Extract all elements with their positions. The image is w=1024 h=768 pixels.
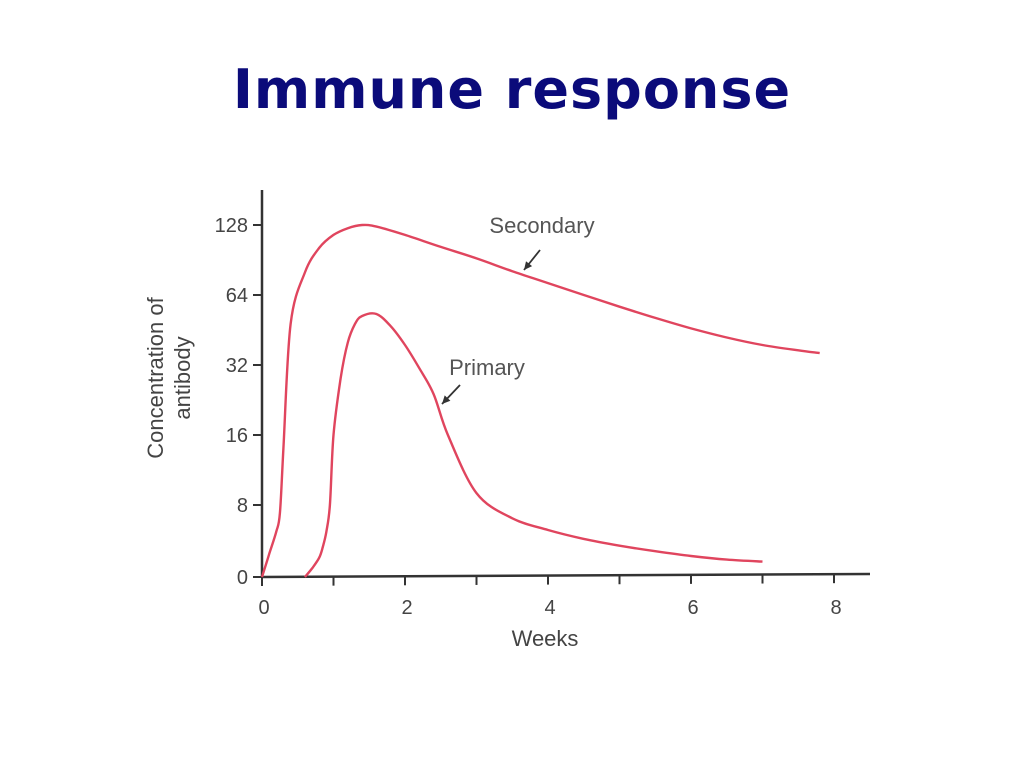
series-label-secondary: Secondary	[489, 213, 594, 238]
chart-annotations: Secondary Primary	[441, 213, 595, 405]
y-tick-label: 16	[226, 425, 248, 447]
series-arrowhead-secondary	[524, 261, 533, 270]
y-tick-label: 8	[237, 495, 248, 517]
x-tick-label: 4	[544, 597, 555, 619]
y-tick-label: 32	[226, 355, 248, 377]
chart-curves	[260, 223, 820, 578]
series-arrowhead-primary	[442, 395, 451, 404]
series-line-primary	[303, 312, 763, 578]
chart-axes: 0 8 16 32 64 128 0 2 4 6 8	[215, 190, 871, 619]
y-axis-label: Concentration of antibody	[143, 296, 195, 458]
slide-title: Immune response	[232, 58, 792, 121]
x-axis-line	[261, 572, 871, 579]
series-label-primary: Primary	[449, 355, 525, 380]
y-tick-label: 64	[226, 285, 248, 307]
y-axis-label-line-1: Concentration of	[143, 296, 168, 458]
x-tick-label: 2	[401, 597, 412, 619]
x-tick-label: 0	[258, 597, 269, 619]
y-axis-label-line-2: antibody	[170, 336, 195, 419]
x-tick-label: 8	[830, 597, 841, 619]
x-axis-label: Weeks	[512, 626, 579, 651]
y-tick-label: 128	[215, 215, 248, 237]
y-tick-label: 0	[237, 567, 248, 589]
x-tick-label: 6	[687, 597, 698, 619]
series-line-secondary	[260, 223, 820, 578]
